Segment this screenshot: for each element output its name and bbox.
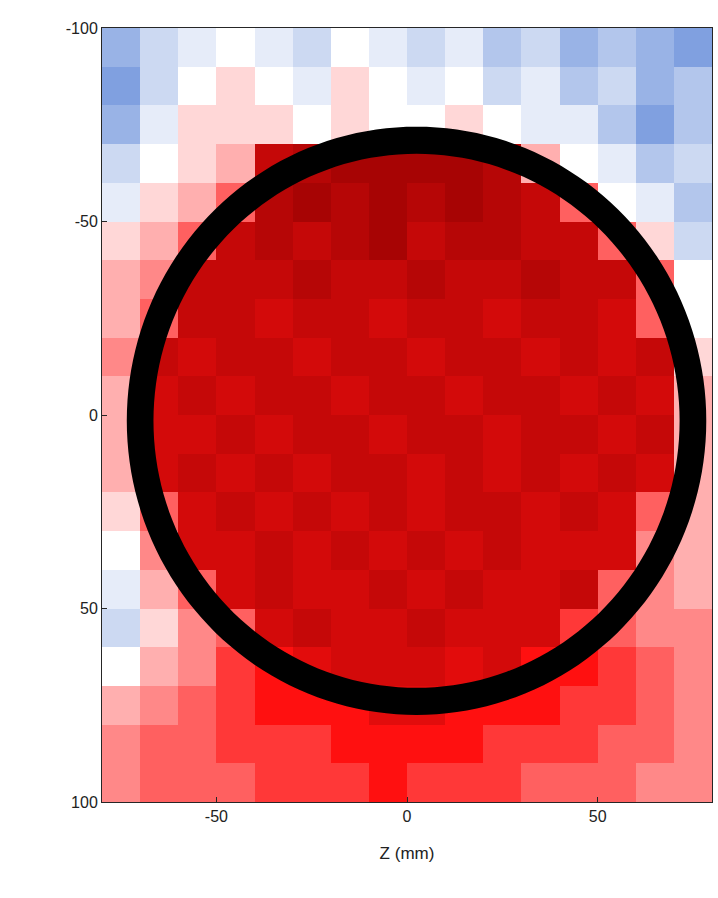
svg-text:50: 50 bbox=[589, 808, 607, 825]
svg-text:50: 50 bbox=[80, 600, 98, 617]
svg-text:Z (mm): Z (mm) bbox=[380, 844, 435, 863]
svg-text:-50: -50 bbox=[205, 808, 228, 825]
svg-text:-50: -50 bbox=[75, 213, 98, 230]
svg-text:100: 100 bbox=[71, 794, 98, 811]
svg-text:0: 0 bbox=[403, 808, 412, 825]
svg-text:-100: -100 bbox=[66, 20, 98, 37]
svg-text:0: 0 bbox=[89, 407, 98, 424]
